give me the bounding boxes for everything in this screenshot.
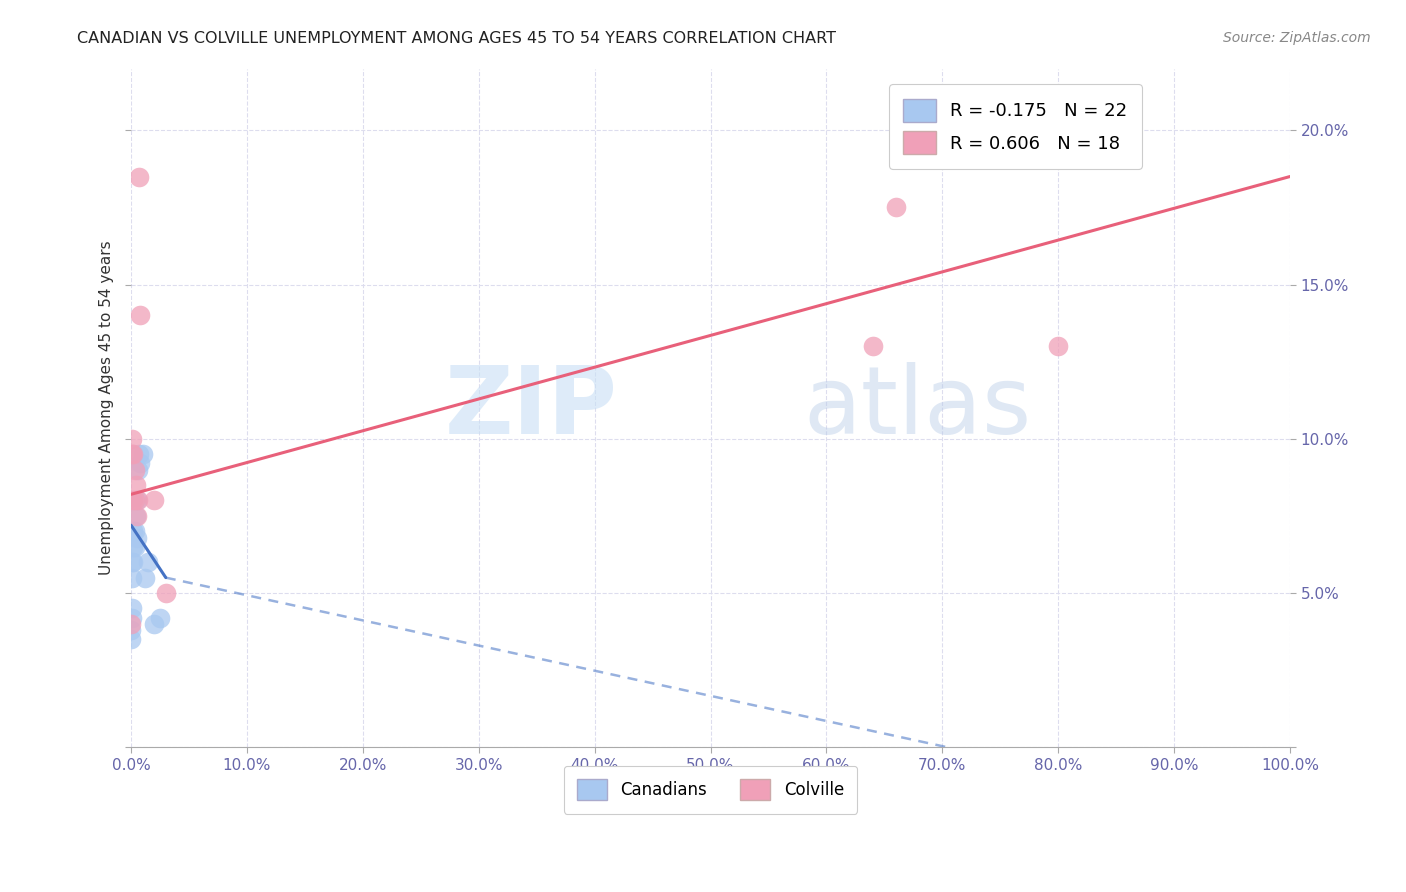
Point xyxy=(124,508,146,523)
Point xyxy=(121,611,143,625)
Point xyxy=(143,493,166,508)
Text: CANADIAN VS COLVILLE UNEMPLOYMENT AMONG AGES 45 TO 54 YEARS CORRELATION CHART: CANADIAN VS COLVILLE UNEMPLOYMENT AMONG … xyxy=(77,31,837,46)
Point xyxy=(125,493,148,508)
Legend: Canadians, Colville: Canadians, Colville xyxy=(564,765,858,814)
Point xyxy=(120,632,142,647)
Point xyxy=(124,540,146,554)
Point xyxy=(121,571,143,585)
Point xyxy=(124,463,146,477)
Point xyxy=(125,508,148,523)
Point xyxy=(134,571,156,585)
Point xyxy=(131,447,153,461)
Point xyxy=(128,169,150,184)
Point xyxy=(128,447,150,461)
Point xyxy=(1047,339,1070,353)
Point xyxy=(122,493,145,508)
Point xyxy=(127,493,149,508)
Point xyxy=(121,555,143,569)
Point xyxy=(143,616,166,631)
Point xyxy=(149,611,172,625)
Point xyxy=(138,555,160,569)
Point xyxy=(129,309,152,323)
Point xyxy=(121,447,143,461)
Point xyxy=(124,493,146,508)
Text: ZIP: ZIP xyxy=(444,362,617,454)
Point xyxy=(121,601,143,615)
Point xyxy=(862,339,884,353)
Point xyxy=(155,586,177,600)
Point xyxy=(127,463,149,477)
Point xyxy=(120,623,142,637)
Point xyxy=(120,616,142,631)
Point xyxy=(129,457,152,471)
Text: atlas: atlas xyxy=(803,362,1032,454)
Point xyxy=(124,478,146,492)
Point xyxy=(884,200,907,214)
Point xyxy=(122,447,145,461)
Point xyxy=(124,524,146,539)
Point xyxy=(121,432,143,446)
Point xyxy=(125,531,148,545)
Text: Source: ZipAtlas.com: Source: ZipAtlas.com xyxy=(1223,31,1371,45)
Point xyxy=(122,524,145,539)
Point xyxy=(931,98,953,112)
Y-axis label: Unemployment Among Ages 45 to 54 years: Unemployment Among Ages 45 to 54 years xyxy=(100,241,114,575)
Point xyxy=(122,540,145,554)
Point xyxy=(122,555,145,569)
